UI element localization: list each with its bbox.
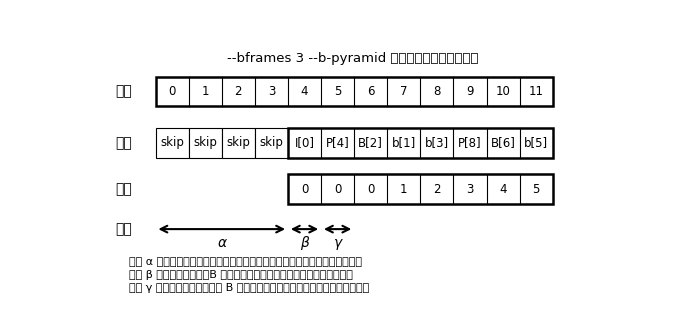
Text: b[3]: b[3] [425,137,449,149]
Text: 1: 1 [400,183,408,196]
Text: skip: skip [227,137,250,149]
Text: P[8]: P[8] [458,137,482,149]
Text: β: β [300,236,309,250]
Text: α: α [217,236,226,250]
Text: 3: 3 [268,85,275,98]
Text: 出力: 出力 [116,136,132,150]
Text: 8: 8 [433,85,441,98]
Text: 11: 11 [528,85,544,98]
Text: --bframes 3 --b-pyramid の場合の出力順序と遅延: --bframes 3 --b-pyramid の場合の出力順序と遅延 [227,52,479,65]
Text: 6: 6 [367,85,375,98]
Text: B[6]: B[6] [491,137,515,149]
Text: b[5]: b[5] [524,137,548,149]
Bar [222,128,255,158]
Text: 4: 4 [301,85,308,98]
Text: 0: 0 [301,183,308,196]
Text: 10: 10 [495,85,511,98]
Bar [255,128,288,158]
Text: 0: 0 [168,85,176,98]
Text: 5: 5 [533,183,540,196]
Text: 入力: 入力 [116,85,132,99]
Text: B[2]: B[2] [358,137,383,149]
Text: 1: 1 [201,85,209,98]
Text: 0: 0 [367,183,374,196]
Bar [189,128,222,158]
Text: 2: 2 [234,85,242,98]
Text: 再生: 再生 [116,182,132,196]
Text: 2: 2 [433,183,441,196]
Text: P[4]: P[4] [326,137,349,149]
Text: 遅延: 遅延 [116,222,132,236]
Text: 9: 9 [466,85,474,98]
Bar [288,174,553,204]
Text: I[0]: I[0] [294,137,314,149]
Text: 遅延 α はエンコード時に、並び替えに必要なフレームを確保するために発生: 遅延 α はエンコード時に、並び替えに必要なフレームを確保するために発生 [129,258,362,268]
Text: 3: 3 [466,183,474,196]
Text: skip: skip [193,137,217,149]
Text: 4: 4 [500,183,507,196]
Text: 5: 5 [334,85,341,98]
Bar [156,77,553,106]
Text: skip: skip [260,137,283,149]
Text: 7: 7 [400,85,408,98]
Bar [288,128,553,158]
Bar [156,128,189,158]
Text: b[1]: b[1] [392,137,416,149]
Text: 0: 0 [334,183,341,196]
Text: 遅延 β はデコード時に、B フレームを使用していることに起因して発生: 遅延 β はデコード時に、B フレームを使用していることに起因して発生 [129,270,353,280]
Text: skip: skip [160,137,184,149]
Text: γ: γ [333,236,342,250]
Text: 遅延 γ はデコード時に、参照 B フレームを使用していることに起因して発生: 遅延 γ はデコード時に、参照 B フレームを使用していることに起因して発生 [129,283,369,293]
